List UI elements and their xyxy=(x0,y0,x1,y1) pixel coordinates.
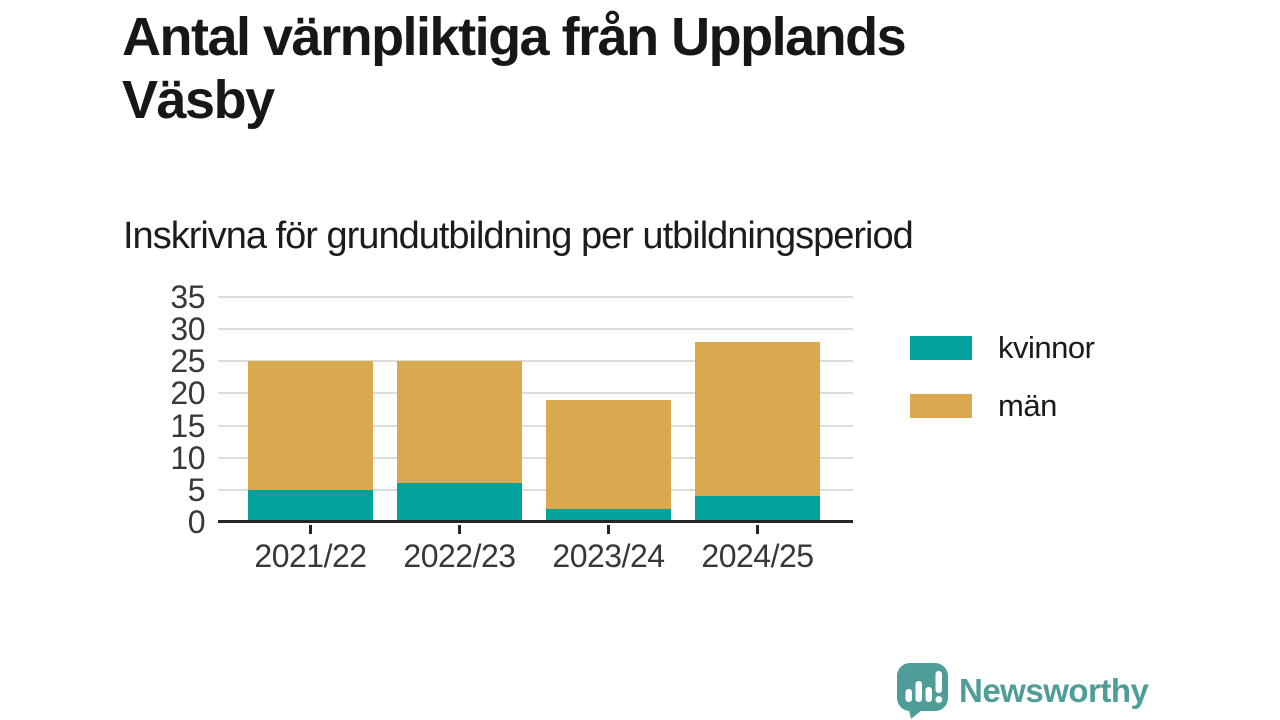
x-axis-line xyxy=(218,520,853,523)
legend-item-man: män xyxy=(910,388,1094,424)
x-axis-tick xyxy=(607,525,610,534)
bar-segment-kvinnor xyxy=(248,489,373,522)
gridline xyxy=(218,392,853,395)
chart-subtitle: Inskrivna för grundutbildning per utbild… xyxy=(123,215,914,257)
legend-swatch-kvinnor xyxy=(910,336,972,360)
y-axis-tick-label: 10 xyxy=(170,439,205,476)
y-axis-tick-label: 35 xyxy=(170,279,205,315)
legend-swatch-man xyxy=(910,394,972,418)
bar-segment-män xyxy=(546,399,671,510)
bar-segment-män xyxy=(695,342,820,497)
gridline xyxy=(218,360,853,363)
y-axis-tick-label: 20 xyxy=(170,375,205,412)
y-axis-tick-label: 30 xyxy=(170,311,205,348)
x-axis-tick-label: 2023/24 xyxy=(552,538,665,574)
chart-title: Antal värnpliktiga från Upplands Väsby xyxy=(122,7,907,130)
gridline xyxy=(218,488,853,491)
bar-segment-män xyxy=(248,361,373,490)
y-axis-tick-label: 0 xyxy=(187,504,206,540)
legend-label: kvinnor xyxy=(998,330,1095,365)
newsworthy-icon xyxy=(897,663,948,719)
gridline xyxy=(218,296,853,298)
y-axis-tick-label: 5 xyxy=(187,471,206,508)
y-axis-tick-label: 15 xyxy=(170,407,205,444)
legend: kvinnor män xyxy=(910,330,1095,424)
brand-name: Newsworthy xyxy=(959,671,1149,709)
x-axis-tick xyxy=(458,525,461,534)
gridline xyxy=(218,328,853,331)
bar-segment-män xyxy=(397,361,522,484)
y-axis-tick-label: 25 xyxy=(170,343,205,380)
x-axis-tick-label: 2024/25 xyxy=(701,538,814,574)
x-axis-tick xyxy=(756,525,759,534)
bar-segment-kvinnor xyxy=(397,483,522,522)
x-axis-tick xyxy=(309,525,312,534)
bar-segment-kvinnor xyxy=(546,509,671,522)
gridline xyxy=(218,424,853,427)
gridline xyxy=(218,456,853,459)
legend-item-kvinnor: kvinnor xyxy=(910,330,1095,366)
brand-logo: Newsworthy xyxy=(896,662,1149,719)
x-axis-tick-label: 2021/22 xyxy=(254,538,367,574)
x-axis-tick-label: 2022/23 xyxy=(403,538,516,574)
legend-label: män xyxy=(998,388,1057,423)
bar-segment-kvinnor xyxy=(695,496,820,522)
